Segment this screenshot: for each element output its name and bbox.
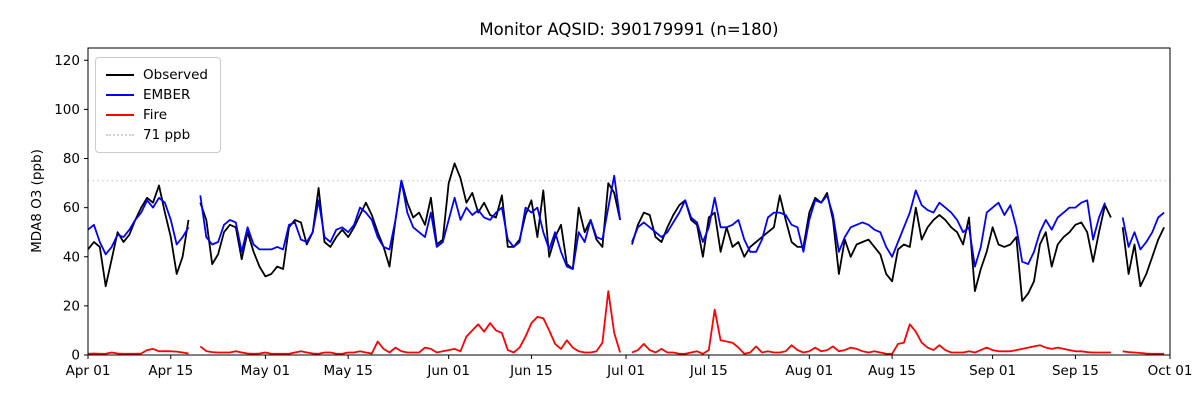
threshold-line-swatch: [106, 134, 134, 136]
legend: Observed EMBER Fire 71 ppb: [95, 57, 221, 153]
y-axis-label: MDA8 O3 (ppb): [29, 149, 45, 253]
x-tick-label: Sep 15: [1052, 363, 1099, 379]
x-tick-label: Apr 01: [66, 363, 111, 379]
fire-line: [87, 290, 1165, 355]
y-tick-label: 100: [54, 102, 80, 118]
fire-line-swatch: [106, 114, 134, 116]
x-tick-label: Aug 01: [785, 363, 833, 379]
ember-line: [87, 174, 1165, 270]
chart-title: Monitor AQSID: 390179991 (n=180): [479, 20, 779, 39]
observed-line: [87, 162, 1165, 302]
legend-label-fire: Fire: [143, 107, 168, 123]
y-tick-label: 20: [63, 298, 80, 314]
legend-label-ember: EMBER: [143, 87, 191, 103]
x-tick-label: Jul 01: [606, 363, 645, 379]
plot-border: [87, 47, 1171, 356]
legend-label-observed: Observed: [143, 67, 208, 83]
ember-line-swatch: [106, 94, 134, 96]
x-tick-label: Sep 01: [969, 363, 1016, 379]
legend-item-observed: Observed: [106, 65, 208, 85]
x-tick-label: May 01: [241, 363, 290, 379]
y-tick-label: 0: [71, 348, 80, 364]
x-tick-label: Jul 15: [689, 363, 728, 379]
x-tick-label: Jun 15: [509, 363, 553, 379]
legend-item-ember: EMBER: [106, 85, 208, 105]
legend-label-threshold: 71 ppb: [143, 127, 191, 143]
x-tick-label: Jun 01: [426, 363, 470, 379]
legend-item-fire: Fire: [106, 105, 208, 125]
observed-line-swatch: [106, 74, 134, 76]
y-tick-label: 60: [63, 200, 80, 216]
y-tick-label: 120: [54, 53, 80, 69]
x-tick-label: Aug 15: [868, 363, 916, 379]
x-tick-label: Oct 01: [1148, 363, 1193, 379]
x-tick-label: Apr 15: [148, 363, 193, 379]
y-tick-label: 40: [63, 249, 80, 265]
x-tick-label: May 15: [323, 363, 372, 379]
legend-item-threshold: 71 ppb: [106, 125, 208, 145]
y-tick-label: 80: [63, 151, 80, 167]
